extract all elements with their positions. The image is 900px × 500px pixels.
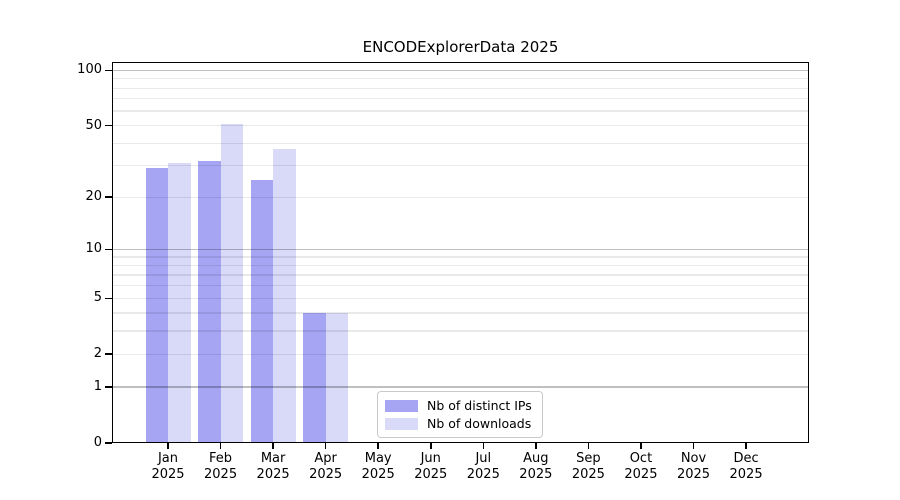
y-tick-label-100: 100	[77, 62, 102, 78]
x-tick-label-mar: Mar 2025	[242, 451, 304, 482]
x-tick-year-mar: 2025	[256, 466, 290, 482]
gridline-y-minor-4	[112, 312, 809, 314]
gridline-y-minor-9	[112, 256, 809, 258]
gridline-y-minor-3	[112, 330, 809, 332]
x-tick-year-jul: 2025	[466, 466, 500, 482]
x-tick-label-nov: Nov 2025	[663, 451, 725, 482]
x-tick-label-aug: Aug 2025	[505, 451, 567, 482]
gridline-y-minor-40	[112, 142, 809, 144]
y-tick-label-50: 50	[85, 117, 102, 133]
gridline-y-minor-30	[112, 165, 809, 167]
x-tick-oct	[640, 443, 642, 449]
x-tick-jan	[167, 443, 169, 449]
x-tick-year-aug: 2025	[519, 466, 553, 482]
x-tick-year-feb: 2025	[204, 466, 238, 482]
legend-label-downloads: Nb of downloads	[427, 416, 532, 431]
x-tick-label-oct: Oct 2025	[610, 451, 672, 482]
y-tick-label-0: 0	[93, 435, 102, 450]
gridline-y-minor-8	[112, 264, 809, 267]
gridline-y-minor-2	[112, 353, 809, 355]
bar-nb-of-distinct-ips-jan	[145, 168, 168, 443]
x-tick-jun	[429, 443, 432, 449]
y-tick-label-10: 10	[85, 241, 102, 257]
gridline-y-major-10	[112, 248, 809, 250]
y-tick-20	[105, 196, 112, 198]
gridline-y-minor-60	[112, 110, 809, 112]
x-tick-label-jul: Jul 2025	[452, 451, 514, 482]
plot-area	[112, 62, 809, 443]
bar-nb-of-distinct-ips-feb	[198, 160, 221, 443]
y-tick-5	[105, 297, 112, 300]
x-tick-label-may: May 2025	[347, 451, 409, 482]
x-tick-label-apr: Apr 2025	[295, 451, 357, 482]
gridline-y-minor-5	[112, 297, 809, 299]
x-tick-jul	[482, 443, 485, 449]
bar-nb-of-distinct-ips-apr	[303, 313, 326, 443]
x-tick-year-sep: 2025	[571, 466, 605, 482]
y-tick-label-2: 2	[93, 346, 102, 362]
x-tick-label-dec: Dec 2025	[715, 451, 777, 482]
x-tick-year-jun: 2025	[414, 466, 448, 482]
x-tick-label-sep: Sep 2025	[557, 451, 619, 482]
y-tick-label-20: 20	[85, 189, 102, 205]
gridline-y-minor-20	[112, 196, 809, 198]
gridline-y-minor-90	[112, 78, 809, 80]
y-tick-0	[105, 442, 112, 444]
bar-nb-of-distinct-ips-mar	[250, 179, 274, 443]
x-tick-year-oct: 2025	[624, 466, 658, 482]
gridline-y-major-1	[112, 386, 809, 388]
x-tick-label-jun: Jun 2025	[400, 451, 462, 482]
gridline-y-minor-50	[112, 124, 809, 127]
y-tick-label-1: 1	[93, 379, 102, 395]
x-tick-mar	[272, 443, 274, 449]
bar-nb-of-downloads-feb	[220, 123, 244, 443]
x-tick-sep	[587, 443, 590, 449]
legend-swatch-distinct-ips-icon	[385, 400, 418, 412]
gridline-y-minor-6	[112, 285, 809, 287]
gridline-y-minor-7	[112, 274, 809, 276]
chart-title: ENCODExplorerData 2025	[362, 38, 559, 56]
y-tick-2	[105, 353, 112, 356]
x-tick-year-jan: 2025	[151, 466, 185, 482]
y-tick-label-5: 5	[93, 290, 102, 306]
legend-swatch-downloads-icon	[385, 418, 418, 430]
x-tick-dec	[745, 443, 747, 449]
legend-item-downloads: Nb of downloads	[385, 416, 534, 432]
x-tick-year-apr: 2025	[309, 466, 343, 482]
x-tick-nov	[692, 443, 695, 449]
x-tick-label-feb: Feb 2025	[190, 451, 252, 482]
x-tick-apr	[324, 443, 327, 449]
x-tick-aug	[535, 443, 537, 449]
legend-label-distinct-ips: Nb of distinct IPs	[427, 398, 532, 413]
legend-item-distinct-ips: Nb of distinct IPs	[385, 398, 534, 414]
legend: Nb of distinct IPs Nb of downloads	[377, 391, 543, 438]
bar-nb-of-downloads-mar	[273, 149, 296, 443]
y-tick-1	[105, 386, 112, 388]
x-tick-year-dec: 2025	[729, 466, 763, 482]
x-tick-year-nov: 2025	[676, 466, 711, 482]
bar-nb-of-downloads-jan	[168, 163, 191, 443]
x-tick-year-may: 2025	[361, 466, 395, 482]
y-tick-100	[105, 69, 112, 72]
gridline-y-minor-80	[112, 87, 809, 89]
y-tick-50	[105, 124, 112, 127]
gridline-y-minor-70	[112, 98, 809, 100]
x-tick-label-jan: Jan 2025	[137, 451, 199, 482]
x-tick-feb	[219, 443, 222, 449]
bar-nb-of-downloads-apr	[325, 313, 349, 443]
y-tick-10	[105, 248, 112, 251]
gridline-y-major-100	[112, 69, 809, 71]
x-tick-may	[377, 443, 379, 449]
